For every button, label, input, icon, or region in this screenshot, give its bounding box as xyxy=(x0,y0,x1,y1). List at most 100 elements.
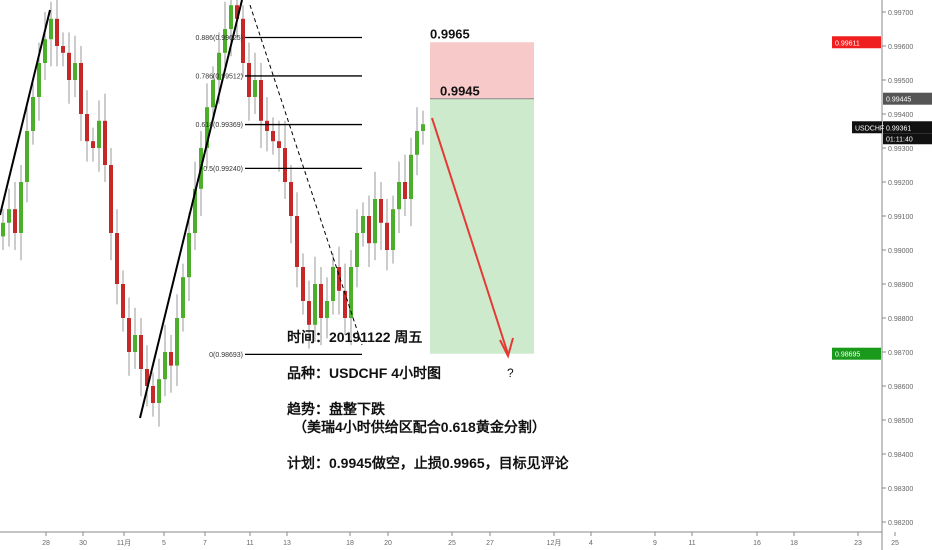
candle-body xyxy=(235,5,239,19)
time-tick-label: 9 xyxy=(653,540,657,547)
time-tick-label: 18 xyxy=(346,540,354,547)
candle-body xyxy=(379,199,383,223)
candle-body xyxy=(55,18,59,46)
candle-body xyxy=(367,216,371,244)
time-tick-label: 20 xyxy=(384,540,392,547)
price-tick-label: 0.99600 xyxy=(888,44,913,51)
candle-body xyxy=(19,182,23,233)
candle-body xyxy=(259,80,263,121)
candle-body xyxy=(343,290,347,318)
profit-target-zone xyxy=(430,98,534,354)
candle-body xyxy=(295,216,299,267)
forecast-arrow xyxy=(431,117,509,355)
entry-label: 0.9945 xyxy=(440,84,480,99)
candle-body xyxy=(289,182,293,216)
candle-body xyxy=(205,107,209,148)
current-price-tag: 0.99361 xyxy=(886,125,911,132)
candle-body xyxy=(25,131,29,182)
time-tick-label: 16 xyxy=(753,540,761,547)
stop-loss-zone xyxy=(430,42,534,99)
fib-level-label: 0.618(0.99369) xyxy=(196,122,243,129)
time-tick-label: 7 xyxy=(203,540,207,547)
candle-body xyxy=(229,5,233,29)
note-plan: 计划：0.9945做空，止损0.9965，目标见评论 xyxy=(287,455,569,471)
candle-body xyxy=(13,209,17,233)
candle-body xyxy=(349,267,353,318)
candle-body xyxy=(139,335,143,369)
time-tick-label: 12月 xyxy=(547,539,562,547)
candle-body xyxy=(127,318,131,352)
price-tick-label: 0.99700 xyxy=(888,10,913,17)
candle-body xyxy=(73,63,77,80)
price-tick-label: 0.98400 xyxy=(888,452,913,459)
candle-body xyxy=(169,352,173,366)
candle-body xyxy=(187,233,191,278)
price-tick-label: 0.99400 xyxy=(888,112,913,119)
candle-body xyxy=(283,148,287,182)
trendline-up-1 xyxy=(0,9,51,216)
candle-body xyxy=(223,29,227,53)
countdown-bg xyxy=(883,133,932,145)
candle-body xyxy=(241,18,245,63)
candle-body xyxy=(7,209,11,223)
candle-body xyxy=(61,46,65,53)
candle-body xyxy=(397,182,401,210)
fib-level-label: 0(0.98693) xyxy=(209,352,243,359)
note-trend: 趋势：盘整下跌 xyxy=(287,401,385,417)
price-tick-label: 0.99000 xyxy=(888,248,913,255)
candle-body xyxy=(211,80,215,108)
candle-body xyxy=(121,284,125,318)
candle-body xyxy=(37,63,41,97)
price-tick-label: 0.99300 xyxy=(888,146,913,153)
candle-body xyxy=(409,154,413,199)
candle-body xyxy=(271,131,275,142)
candle-body xyxy=(181,277,185,318)
fib-level-label: 0.786(0.99512) xyxy=(196,73,243,80)
forecast-arrowhead xyxy=(499,337,514,359)
candle-body xyxy=(421,124,425,131)
time-tick-label: 23 xyxy=(854,540,862,547)
price-tick-label: 0.98600 xyxy=(888,384,913,391)
candle-body xyxy=(355,233,359,267)
countdown-label: 01:11:40 xyxy=(886,136,913,143)
candle-body xyxy=(67,52,71,80)
trendline-up-2 xyxy=(139,0,243,419)
candle-body xyxy=(97,120,101,148)
time-tick-label: 11月 xyxy=(117,539,131,547)
target-price-tag-bg xyxy=(832,347,881,360)
candle-body xyxy=(373,199,377,244)
price-tick-label: 0.98900 xyxy=(888,282,913,289)
time-tick-label: 11 xyxy=(246,540,253,547)
candle-body xyxy=(85,114,89,142)
candle-body xyxy=(109,165,113,233)
candle-body xyxy=(103,120,107,165)
stop-price-tag: 0.99611 xyxy=(835,40,860,47)
candle-body xyxy=(115,233,119,284)
current-price-tag-bg xyxy=(883,121,932,134)
question-mark: ? xyxy=(507,366,514,380)
candle-body xyxy=(163,352,167,380)
candle-body xyxy=(151,386,155,403)
candle-body xyxy=(157,379,161,403)
price-tick-label: 0.98500 xyxy=(888,418,913,425)
candle-body xyxy=(91,141,95,148)
time-tick-label: 5 xyxy=(162,540,166,547)
candle-body xyxy=(361,216,365,233)
candle-body xyxy=(277,141,281,148)
candle-body xyxy=(385,222,389,250)
candle-body xyxy=(247,63,251,97)
entry-price-tag: 0.99445 xyxy=(886,97,911,104)
candle-body xyxy=(217,52,221,80)
candle-body xyxy=(391,209,395,250)
candle-body xyxy=(319,284,323,318)
time-tick-label: 11 xyxy=(688,540,695,547)
candle-body xyxy=(313,284,317,325)
candle-body xyxy=(31,97,35,131)
candle-body xyxy=(301,267,305,301)
candle-body xyxy=(337,267,341,291)
stop-price-tag-bg xyxy=(832,36,881,49)
fib-trend-dashed xyxy=(249,4,363,346)
candle-body xyxy=(307,301,311,325)
time-tick-label: 4 xyxy=(589,540,593,547)
